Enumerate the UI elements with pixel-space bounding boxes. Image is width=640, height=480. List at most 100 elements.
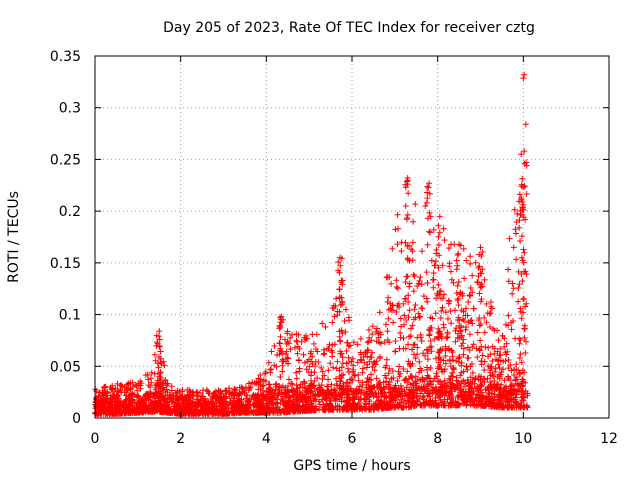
data-point — [429, 276, 436, 283]
data-point — [279, 358, 286, 365]
data-point — [497, 351, 504, 358]
data-point — [405, 341, 412, 348]
data-point — [464, 312, 471, 319]
data-point — [444, 315, 451, 322]
data-point — [145, 396, 152, 403]
data-point — [134, 387, 141, 394]
data-point — [366, 398, 373, 405]
data-point — [216, 403, 223, 410]
data-point — [133, 394, 140, 401]
data-point — [467, 397, 474, 404]
data-point — [299, 406, 306, 413]
data-point — [359, 369, 366, 376]
data-point — [268, 400, 275, 407]
data-point — [426, 332, 433, 339]
data-point — [521, 148, 528, 155]
data-point — [117, 387, 124, 394]
data-point — [365, 347, 372, 354]
data-point — [355, 389, 362, 396]
data-point — [501, 343, 508, 350]
data-point — [436, 378, 443, 385]
data-point — [403, 384, 410, 391]
data-point — [296, 368, 303, 375]
data-point — [377, 331, 384, 338]
data-point — [498, 368, 505, 375]
data-point — [326, 394, 333, 401]
data-point — [523, 338, 530, 345]
data-point — [345, 369, 352, 376]
data-point — [516, 198, 523, 205]
data-point — [470, 341, 477, 348]
data-point — [424, 183, 431, 190]
data-point — [186, 386, 193, 393]
grid-lines — [95, 56, 609, 418]
data-point — [259, 409, 266, 416]
data-point — [513, 361, 520, 368]
data-point — [518, 151, 525, 158]
data-point — [415, 384, 422, 391]
data-point — [519, 388, 526, 395]
data-point — [357, 356, 364, 363]
data-point — [155, 364, 162, 371]
data-point — [429, 384, 436, 391]
data-point — [521, 322, 528, 329]
data-point — [481, 329, 488, 336]
data-point — [491, 391, 498, 398]
data-point — [378, 385, 385, 392]
data-point — [415, 310, 422, 317]
data-point — [351, 405, 358, 412]
data-point — [404, 175, 411, 182]
data-point — [157, 396, 164, 403]
data-point — [334, 396, 341, 403]
data-point — [336, 333, 343, 340]
data-point — [418, 337, 425, 344]
data-point — [311, 369, 318, 376]
data-point — [328, 390, 335, 397]
data-point — [156, 343, 163, 350]
data-point — [406, 283, 413, 290]
data-point — [453, 290, 460, 297]
data-point — [470, 388, 477, 395]
data-point — [427, 338, 434, 345]
data-point — [286, 388, 293, 395]
data-point — [327, 360, 334, 367]
data-point — [267, 366, 274, 373]
data-points — [92, 71, 531, 417]
data-point — [400, 366, 407, 373]
data-point — [383, 321, 390, 328]
data-point — [418, 281, 425, 288]
data-point — [460, 308, 467, 315]
data-point — [450, 364, 457, 371]
data-point — [453, 325, 460, 332]
data-point — [362, 392, 369, 399]
data-point — [222, 387, 229, 394]
data-point — [404, 368, 411, 375]
data-point — [152, 399, 159, 406]
data-point — [489, 358, 496, 365]
data-point — [403, 375, 410, 382]
data-point — [516, 224, 523, 231]
data-point — [384, 328, 391, 335]
data-point — [263, 388, 270, 395]
data-point — [407, 325, 414, 332]
data-point — [310, 383, 317, 390]
data-point — [173, 394, 180, 401]
data-point — [397, 330, 404, 337]
data-point — [402, 295, 409, 302]
data-point — [174, 387, 181, 394]
data-point — [278, 313, 285, 320]
data-point — [466, 347, 473, 354]
data-point — [454, 282, 461, 289]
data-point — [398, 248, 405, 255]
data-point — [454, 330, 461, 337]
data-point — [491, 350, 498, 357]
data-point — [330, 364, 337, 371]
data-point — [468, 317, 475, 324]
data-point — [368, 354, 375, 361]
data-point — [518, 315, 525, 322]
data-point — [505, 278, 512, 285]
data-point — [469, 344, 476, 351]
data-point — [205, 390, 212, 397]
data-point — [398, 386, 405, 393]
data-point — [520, 246, 527, 253]
